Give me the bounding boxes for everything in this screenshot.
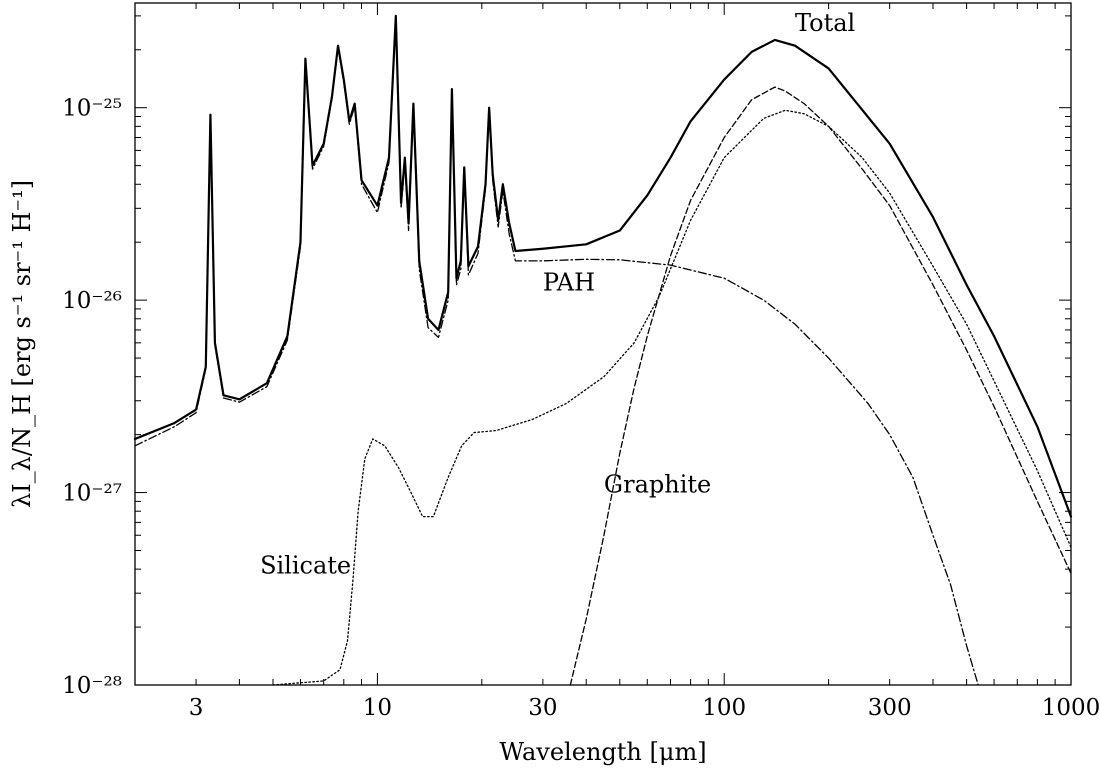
x-tick-label: 3 [189, 695, 204, 721]
x-tick-label: 300 [868, 695, 912, 721]
series-line-silicate [272, 109, 1072, 686]
labels-layer: 3 10 30 100 300 1000 10⁻²⁸ 10⁻²⁷ 10⁻²⁶ 10⁻²⁵ Total… [62, 9, 1100, 721]
series-line-total [133, 14, 1073, 518]
y-tick-label: 10⁻²⁷ [62, 481, 122, 507]
annotation-total: Total [795, 9, 855, 37]
x-tick-label: 30 [528, 695, 557, 721]
ticks-layer [134, 3, 1072, 686]
annotation-pah: PAH [543, 269, 595, 297]
annotation-silicate: Silicate [260, 551, 351, 579]
y-tick-label: 10⁻²⁶ [62, 288, 122, 314]
series-layer [133, 14, 1073, 686]
x-tick-label: 10 [363, 695, 392, 721]
x-axis-label: Wavelength [μm] [499, 738, 706, 766]
series-line-pah [134, 16, 979, 686]
y-tick-label: 10⁻²⁵ [62, 96, 122, 122]
x-tick-label: 100 [702, 695, 746, 721]
series-line-graphite [569, 86, 1072, 686]
plot-frame [134, 2, 1072, 686]
x-tick-label: 1000 [1042, 695, 1100, 721]
y-tick-label: 10⁻²⁸ [62, 673, 122, 699]
y-axis-label: λI_λ/N_H [erg s⁻¹ sr⁻¹ H⁻¹] [8, 180, 36, 508]
annotation-graphite: Graphite [604, 471, 711, 499]
